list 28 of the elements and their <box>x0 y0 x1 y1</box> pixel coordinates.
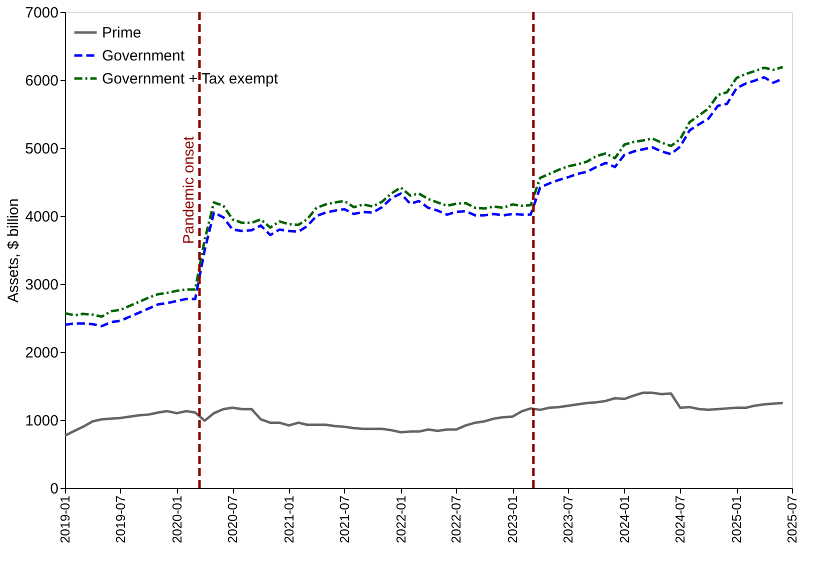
x-tick-label: 2020-01 <box>169 496 184 544</box>
y-tick-label: 4000 <box>25 208 58 226</box>
x-tick-label: 2019-01 <box>58 496 72 544</box>
legend-label: Prime <box>102 24 142 42</box>
x-tick-label: 2025-01 <box>729 496 744 544</box>
ref-line-label: Pandemic onset <box>180 136 198 244</box>
y-axis-title: Assets, $ billion <box>5 198 22 303</box>
y-tick-label: 7000 <box>25 4 58 22</box>
x-tick-label: 2024-01 <box>616 496 632 544</box>
x-tick-label: 2023-07 <box>560 496 576 544</box>
x-tick-label: 2022-07 <box>448 496 464 544</box>
y-tick-label: 5000 <box>25 140 58 158</box>
x-tick-label: 2023-01 <box>505 496 520 544</box>
y-tick-label: 1000 <box>25 412 58 430</box>
x-tick-label: 2021-07 <box>336 496 352 544</box>
x-tick-label: 2025-07 <box>784 496 800 544</box>
x-tick-label: 2019-07 <box>112 496 128 544</box>
y-tick-label: 3000 <box>25 276 58 294</box>
y-tick-label: 2000 <box>25 344 58 362</box>
legend-label: Government <box>102 48 186 64</box>
line-series <box>64 392 784 437</box>
x-tick-label: 2022-01 <box>393 496 408 544</box>
x-tick-label: 2021-01 <box>281 496 296 544</box>
y-tick-label: 0 <box>50 480 58 498</box>
x-tick-label: 2020-07 <box>225 496 240 544</box>
y-tick-label: 6000 <box>25 72 58 90</box>
x-tick-label: 2024-07 <box>672 496 688 544</box>
legend-label: Government + Tax exempt <box>102 70 279 88</box>
